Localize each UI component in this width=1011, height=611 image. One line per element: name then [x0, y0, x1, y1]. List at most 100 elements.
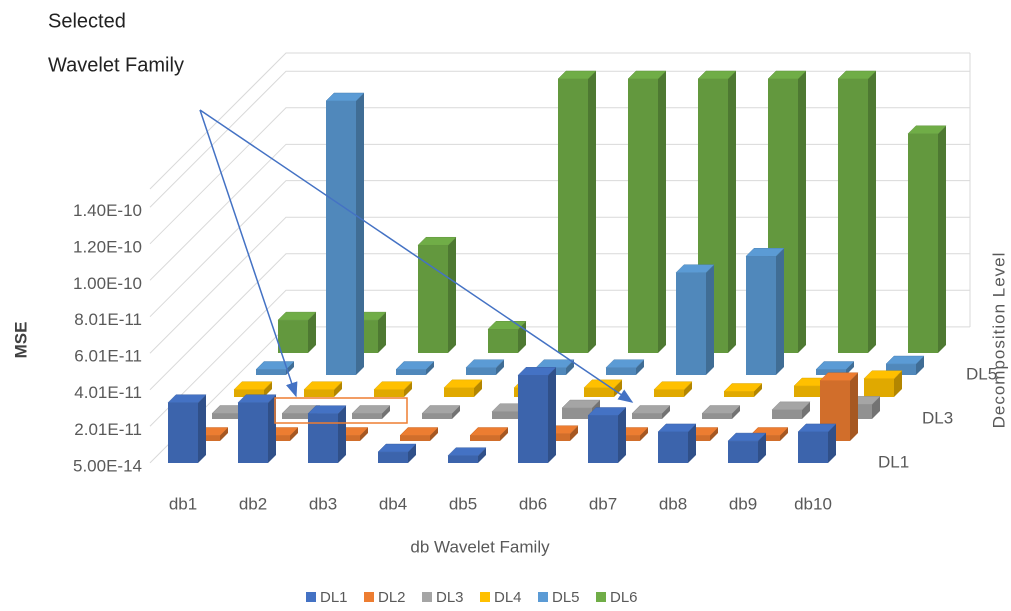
bar	[256, 369, 286, 375]
y-tick-label: 2.01E-11	[74, 420, 142, 439]
legend-swatch	[596, 592, 606, 602]
bar-side	[198, 394, 206, 463]
bar	[418, 245, 448, 353]
z-tick-label: DL1	[878, 452, 909, 471]
grid-line	[149, 216, 970, 354]
bar-side	[268, 394, 276, 463]
bar	[588, 415, 618, 463]
bar-side	[798, 71, 806, 353]
bar	[798, 431, 828, 463]
bar-side	[828, 423, 836, 463]
bar-side	[452, 405, 460, 419]
bar	[724, 391, 754, 397]
x-tick-label: db6	[519, 494, 547, 513]
z-tick-label: DL3	[922, 408, 953, 427]
bar	[908, 133, 938, 353]
z-tick-label: DL5	[966, 364, 997, 383]
x-tick-label: db4	[379, 494, 407, 513]
bar-side	[780, 427, 788, 441]
bar-side	[776, 248, 784, 375]
bar	[326, 101, 356, 375]
legend-swatch	[306, 592, 316, 602]
bar	[448, 455, 478, 463]
bar-side	[378, 312, 386, 353]
bar	[746, 256, 776, 375]
bar-side	[802, 401, 810, 419]
bar-side	[338, 405, 346, 463]
bar	[676, 272, 706, 375]
bar-side	[872, 396, 880, 419]
bar	[606, 367, 636, 375]
grid: 5.00E-14 2.01E-11 4.01E-11 6.01E-11 8.01E-11…	[73, 52, 997, 513]
bar	[658, 431, 688, 463]
y-tick-label: 1.40E-10	[73, 201, 142, 220]
bar	[470, 435, 500, 441]
grid-line	[149, 180, 970, 318]
bar-side	[426, 361, 434, 375]
x-axis-title: db Wavelet Family	[410, 537, 550, 556]
bar	[352, 413, 382, 419]
bar	[632, 413, 662, 419]
bar-side	[448, 237, 456, 353]
highlight-box	[274, 397, 408, 424]
bar	[558, 79, 588, 353]
annotation: Selected	[48, 10, 126, 32]
legend-label: DL2	[378, 589, 406, 606]
bar	[772, 409, 802, 419]
bar	[422, 413, 452, 419]
legend-label: DL5	[552, 589, 580, 606]
grid-line	[149, 143, 970, 281]
bar	[234, 389, 264, 397]
bar	[396, 369, 426, 375]
bar	[378, 452, 408, 463]
bar-side	[548, 367, 556, 463]
bar-side	[754, 383, 762, 397]
bar	[304, 389, 334, 397]
bar-side	[334, 381, 342, 397]
bar-side	[684, 381, 692, 397]
bar-side	[360, 427, 368, 441]
bar-side	[570, 425, 578, 441]
bar-side	[846, 361, 854, 375]
bar	[562, 408, 592, 419]
bar	[794, 386, 824, 397]
bar-side	[614, 379, 622, 397]
x-tick-label: db8	[659, 494, 687, 513]
x-tick-label: db2	[239, 494, 267, 513]
bar-side	[308, 312, 316, 353]
y-tick-label: 6.01E-11	[74, 347, 142, 366]
bar	[728, 441, 758, 463]
bar-side	[500, 427, 508, 441]
bar-side	[478, 447, 486, 463]
y-tick-label: 1.20E-10	[73, 237, 142, 256]
bar-side	[404, 381, 412, 397]
bar-side	[706, 264, 714, 375]
annotation: Wavelet Family	[48, 54, 184, 76]
bar-side	[894, 370, 902, 397]
bar	[518, 375, 548, 463]
bar-side	[868, 71, 876, 353]
bar-side	[408, 444, 416, 463]
legend-label: DL3	[436, 589, 464, 606]
bar	[488, 329, 518, 353]
bar	[466, 367, 496, 375]
bar-side	[636, 359, 644, 375]
bars	[167, 70, 947, 463]
bar	[374, 389, 404, 397]
bar-side	[566, 359, 574, 375]
bar	[886, 364, 916, 375]
legend-label: DL1	[320, 589, 348, 606]
bar-side	[916, 356, 924, 375]
bar-side	[290, 427, 298, 441]
legend-label: DL6	[610, 589, 638, 606]
grid-line	[149, 70, 970, 208]
grid-line	[149, 107, 970, 245]
bar	[654, 389, 684, 397]
bar	[282, 413, 312, 419]
y-axis-title: MSE	[11, 322, 30, 359]
bar-side	[710, 427, 718, 441]
bar-side	[850, 372, 858, 441]
legend-swatch	[364, 592, 374, 602]
bar	[816, 369, 846, 375]
